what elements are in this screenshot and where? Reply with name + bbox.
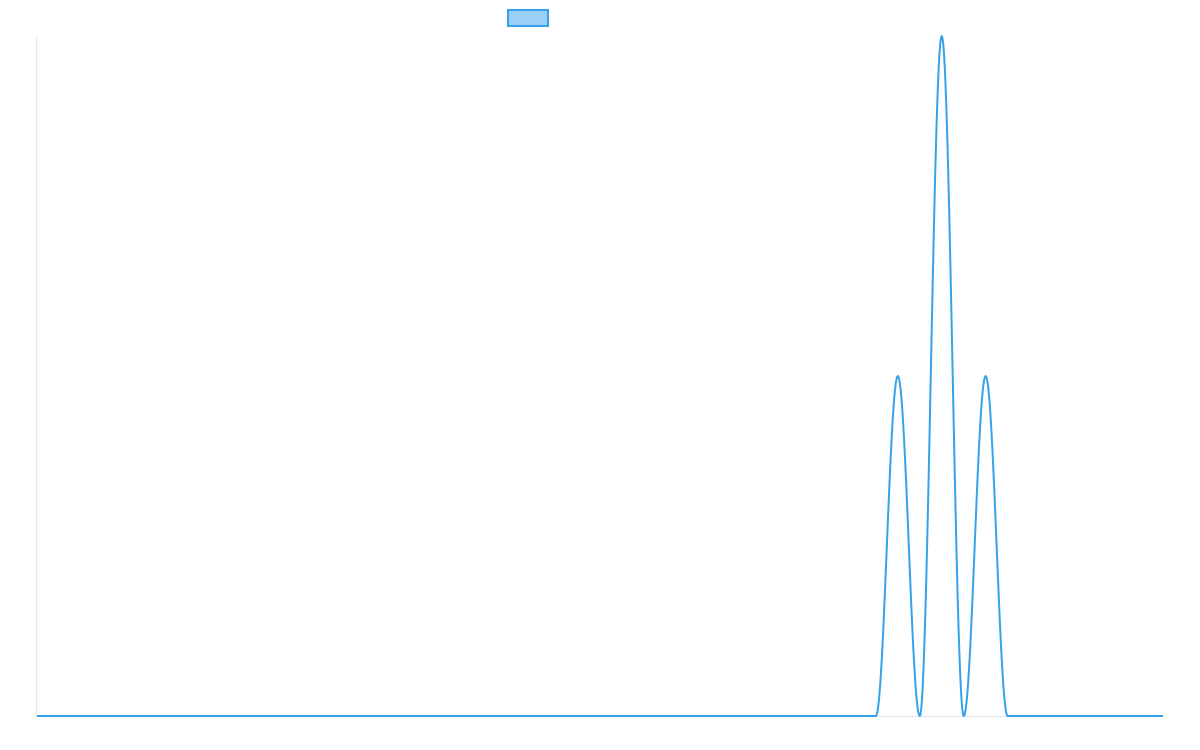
legend-swatch[interactable]	[507, 9, 549, 27]
series-layer	[37, 35, 1163, 717]
series-line[interactable]	[37, 35, 1163, 717]
